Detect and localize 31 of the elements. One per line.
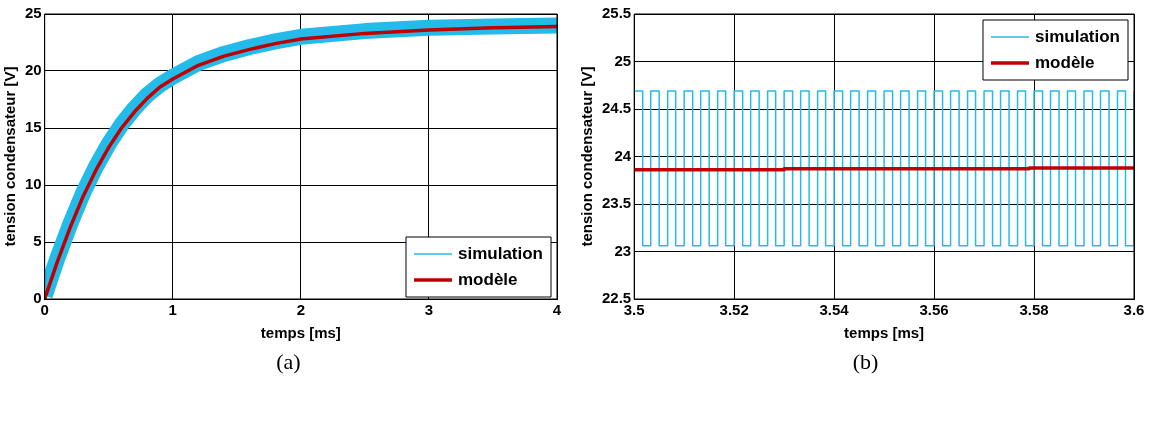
legend-label: modèle bbox=[457, 269, 518, 289]
y-tick-label: 23 bbox=[614, 241, 632, 259]
x-tick-label: 1 bbox=[168, 301, 177, 319]
y-tick-label: 15 bbox=[25, 118, 42, 136]
y-tick-label: 0 bbox=[33, 289, 42, 307]
x-axis-title: temps [ms] bbox=[844, 324, 925, 342]
legend-label: simulation bbox=[1034, 26, 1121, 46]
x-tick-label: 3.52 bbox=[719, 301, 749, 319]
legend-label: modèle bbox=[1034, 52, 1095, 72]
y-tick-label: 25 bbox=[614, 51, 632, 69]
y-tick-label: 20 bbox=[25, 61, 42, 79]
y-tick-label: 24.5 bbox=[601, 99, 632, 117]
y-tick-label: 10 bbox=[25, 175, 42, 193]
y-tick-label: 25.5 bbox=[601, 4, 632, 22]
x-tick-label: 3.54 bbox=[819, 301, 850, 319]
text: (a) bbox=[275, 349, 302, 375]
x-axis-title: temps [ms] bbox=[260, 324, 341, 342]
x-tick-label: 3.58 bbox=[1019, 301, 1049, 319]
x-tick-label: 4 bbox=[552, 301, 562, 319]
text: (b) bbox=[851, 349, 880, 375]
y-axis-title: tension condensateur [V] bbox=[1, 66, 19, 247]
y-axis-title: tension condensateur [V] bbox=[578, 66, 596, 247]
x-tick-label: 3.56 bbox=[919, 301, 949, 319]
x-tick-label: 3 bbox=[424, 301, 434, 319]
y-tick-label: 25 bbox=[25, 4, 42, 22]
y-tick-label: 23.5 bbox=[601, 194, 632, 212]
y-tick-label: 24 bbox=[614, 146, 632, 164]
x-tick-label: 3.6 bbox=[1123, 301, 1145, 319]
y-tick-label: 5 bbox=[33, 232, 42, 250]
legend-label: simulation bbox=[457, 243, 544, 263]
x-tick-label: 2 bbox=[296, 301, 306, 319]
